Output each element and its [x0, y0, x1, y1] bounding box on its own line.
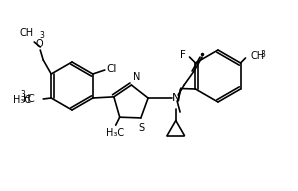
Text: Cl: Cl: [107, 64, 117, 74]
Text: C: C: [27, 94, 34, 104]
Text: H: H: [23, 94, 30, 104]
Text: CH: CH: [19, 28, 33, 38]
Text: 3: 3: [39, 31, 44, 40]
Text: H₃C: H₃C: [105, 128, 124, 138]
Text: N: N: [172, 93, 180, 103]
Text: O: O: [35, 39, 43, 49]
Text: 3: 3: [260, 50, 266, 59]
Text: F: F: [180, 50, 185, 60]
Text: S: S: [139, 123, 145, 133]
Text: N: N: [134, 72, 141, 82]
Text: H₃C: H₃C: [13, 95, 31, 105]
Text: 3: 3: [20, 90, 25, 99]
Text: CH: CH: [251, 51, 265, 61]
